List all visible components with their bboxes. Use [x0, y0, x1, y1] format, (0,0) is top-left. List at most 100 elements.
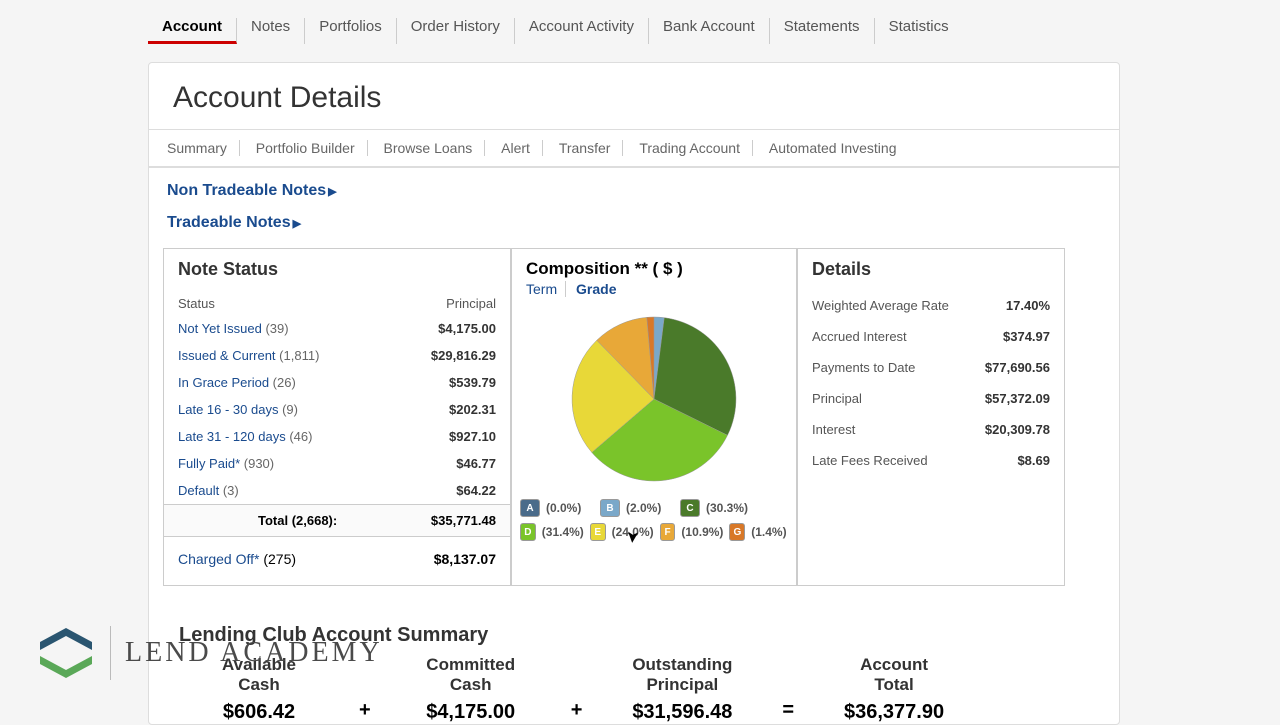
subnav-alert[interactable]: Alert: [489, 140, 543, 156]
status-count: (3): [223, 483, 239, 498]
detail-label: Late Fees Received: [812, 453, 928, 468]
summary-heading: OutstandingPrincipal: [602, 655, 762, 695]
details-row: Principal$57,372.09: [798, 383, 1064, 414]
note-status-row: Fully Paid* (930) $46.77: [164, 450, 510, 477]
non-tradeable-label: Non Tradeable Notes: [167, 182, 326, 199]
legend-box-B[interactable]: B: [600, 499, 620, 517]
legend-box-D[interactable]: D: [520, 523, 536, 541]
panels-row: Note Status Status Principal Not Yet Iss…: [149, 238, 1119, 586]
summary-col: CommittedCash $4,175.00: [391, 655, 551, 724]
detail-label: Accrued Interest: [812, 329, 907, 344]
detail-value: 17.40%: [1006, 298, 1050, 313]
status-value: $927.10: [449, 429, 496, 444]
detail-value: $77,690.56: [985, 360, 1050, 375]
details-row: Interest$20,309.78: [798, 414, 1064, 445]
status-value: $202.31: [449, 402, 496, 417]
status-count: (9): [282, 402, 298, 417]
tradeable-notes-link[interactable]: Tradeable Notes▶: [149, 204, 1119, 238]
detail-value: $8.69: [1017, 453, 1050, 468]
status-count: (930): [244, 456, 274, 471]
logo-text: LEND ACADEMY: [125, 637, 383, 669]
pie-chart: [512, 299, 796, 493]
status-value: $4,175.00: [438, 321, 496, 336]
tab-term[interactable]: Term: [526, 281, 566, 297]
pie-legend: A(0.0%)B(2.0%)C(30.3%) D(31.4%)E(24.0%)F…: [512, 493, 796, 557]
details-panel: Details Weighted Average Rate 17.40% Accru…: [797, 248, 1065, 586]
note-status-row: Not Yet Issued (39) $4,175.00: [164, 315, 510, 342]
legend-box-E[interactable]: E: [590, 523, 606, 541]
summary-operator: +: [551, 699, 603, 724]
summary-col: OutstandingPrincipal$31,596.48: [602, 655, 762, 724]
nav-statistics[interactable]: Statistics: [875, 18, 963, 44]
nav-notes[interactable]: Notes: [237, 18, 305, 44]
legend-pct-C: (30.3%): [706, 501, 754, 515]
legend-box-C[interactable]: C: [680, 499, 700, 517]
nav-bank-account[interactable]: Bank Account: [649, 18, 770, 44]
nav-order-history[interactable]: Order History: [397, 18, 515, 44]
nav-account-activity[interactable]: Account Activity: [515, 18, 649, 44]
nav-portfolios[interactable]: Portfolios: [305, 18, 397, 44]
note-status-total-row: Total (2,668): $35,771.48: [164, 504, 510, 537]
chevron-right-icon: ▶: [328, 186, 336, 198]
summary-value: $606.42: [179, 701, 339, 724]
note-status-row: Issued & Current (1,811)$29,816.29: [164, 342, 510, 369]
status-label[interactable]: Not Yet Issued: [178, 321, 262, 336]
col-principal: Principal: [446, 296, 496, 311]
status-count: (39): [265, 321, 288, 336]
details-row: Weighted Average Rate 17.40%: [798, 290, 1064, 321]
note-status-panel: Note Status Status Principal Not Yet Iss…: [163, 248, 511, 586]
charged-off-label[interactable]: Charged Off*: [178, 551, 259, 567]
summary-operator: =: [762, 699, 814, 724]
sub-nav: Summary Portfolio Builder Browse Loans A…: [149, 129, 1119, 168]
subnav-summary[interactable]: Summary: [167, 140, 240, 156]
composition-title: Composition ** ( $ ): [526, 259, 782, 279]
nav-account[interactable]: Account: [148, 18, 237, 44]
lend-academy-logo: LEND ACADEMY: [36, 626, 383, 680]
legend-box-G[interactable]: G: [729, 523, 745, 541]
subnav-browse-loans[interactable]: Browse Loans: [372, 140, 486, 156]
subnav-trading-account[interactable]: Trading Account: [627, 140, 753, 156]
logo-icon: [36, 626, 96, 680]
subnav-transfer[interactable]: Transfer: [547, 140, 624, 156]
legend-box-A[interactable]: A: [520, 499, 540, 517]
detail-value: $57,372.09: [985, 391, 1050, 406]
legend-box-F[interactable]: F: [660, 523, 676, 541]
note-status-row: Late 31 - 120 days (46) $927.10: [164, 423, 510, 450]
subnav-portfolio-builder[interactable]: Portfolio Builder: [244, 140, 368, 156]
status-label[interactable]: Default: [178, 483, 219, 498]
status-label[interactable]: Late 16 - 30 days: [178, 402, 278, 417]
detail-label: Payments to Date: [812, 360, 915, 375]
total-value: $35,771.48: [431, 513, 496, 528]
status-label[interactable]: In Grace Period: [178, 375, 269, 390]
non-tradeable-notes-link[interactable]: Non Tradeable Notes▶: [149, 168, 1119, 204]
charged-off-value: $8,137.07: [434, 551, 496, 567]
summary-heading: CommittedCash: [391, 655, 551, 695]
status-value: $64.22: [456, 483, 496, 498]
status-value: $29,816.29: [431, 348, 496, 363]
status-label[interactable]: Fully Paid*: [178, 456, 240, 471]
detail-label: Interest: [812, 422, 855, 437]
status-value: $46.77: [456, 456, 496, 471]
detail-value: $374.97: [1003, 329, 1050, 344]
note-status-row: Late 16 - 30 days (9) $202.31: [164, 396, 510, 423]
summary-heading: AccountTotal: [814, 655, 974, 695]
nav-statements[interactable]: Statements: [770, 18, 875, 44]
status-label[interactable]: Late 31 - 120 days: [178, 429, 286, 444]
legend-pct-A: (0.0%): [546, 501, 594, 515]
chevron-right-icon: ▶: [293, 218, 301, 230]
legend-pct-E: (24.0%): [612, 525, 654, 539]
summary-operator: +: [339, 699, 391, 724]
composition-tabs: Term Grade: [526, 281, 782, 297]
details-row: Accrued Interest $374.97: [798, 321, 1064, 352]
status-label[interactable]: Issued & Current: [178, 348, 276, 363]
legend-pct-F: (10.9%): [681, 525, 723, 539]
summary-value: $4,175.00: [391, 701, 551, 724]
tab-grade[interactable]: Grade: [576, 281, 624, 297]
charged-off-row: Charged Off* (275) $8,137.07: [164, 537, 510, 585]
subnav-automated-investing[interactable]: Automated Investing: [757, 140, 909, 156]
details-title: Details: [798, 249, 1064, 290]
detail-label: Weighted Average Rate: [812, 298, 949, 313]
status-count: (46): [289, 429, 312, 444]
note-status-row: Default (3) $64.22: [164, 477, 510, 504]
note-status-title: Note Status: [164, 249, 510, 290]
